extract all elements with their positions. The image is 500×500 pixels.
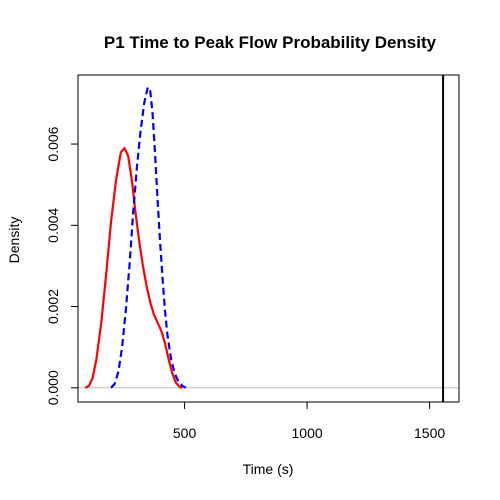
y-tick-label: 0.002: [45, 289, 61, 324]
x-tick-label: 1500: [414, 425, 445, 441]
series-layer: [84, 86, 187, 389]
plot-frame: [77, 74, 460, 403]
chart-title: P1 Time to Peak Flow Probability Density: [104, 33, 437, 52]
x-axis-label: Time (s): [243, 461, 294, 477]
density-line-2: [110, 86, 187, 389]
y-tick-label: 0.006: [45, 126, 61, 161]
x-tick-label: 1000: [292, 425, 323, 441]
x-tick-label: 500: [173, 425, 197, 441]
density-line-1: [84, 147, 183, 389]
plot-area: [77, 74, 460, 403]
y-axis-label: Density: [6, 217, 22, 264]
y-tick-label: 0.004: [45, 208, 61, 243]
x-axis: 500 1000 1500: [173, 402, 445, 441]
y-axis: 0.000 0.002 0.004 0.006: [45, 126, 78, 405]
y-tick-label: 0.000: [45, 370, 61, 405]
